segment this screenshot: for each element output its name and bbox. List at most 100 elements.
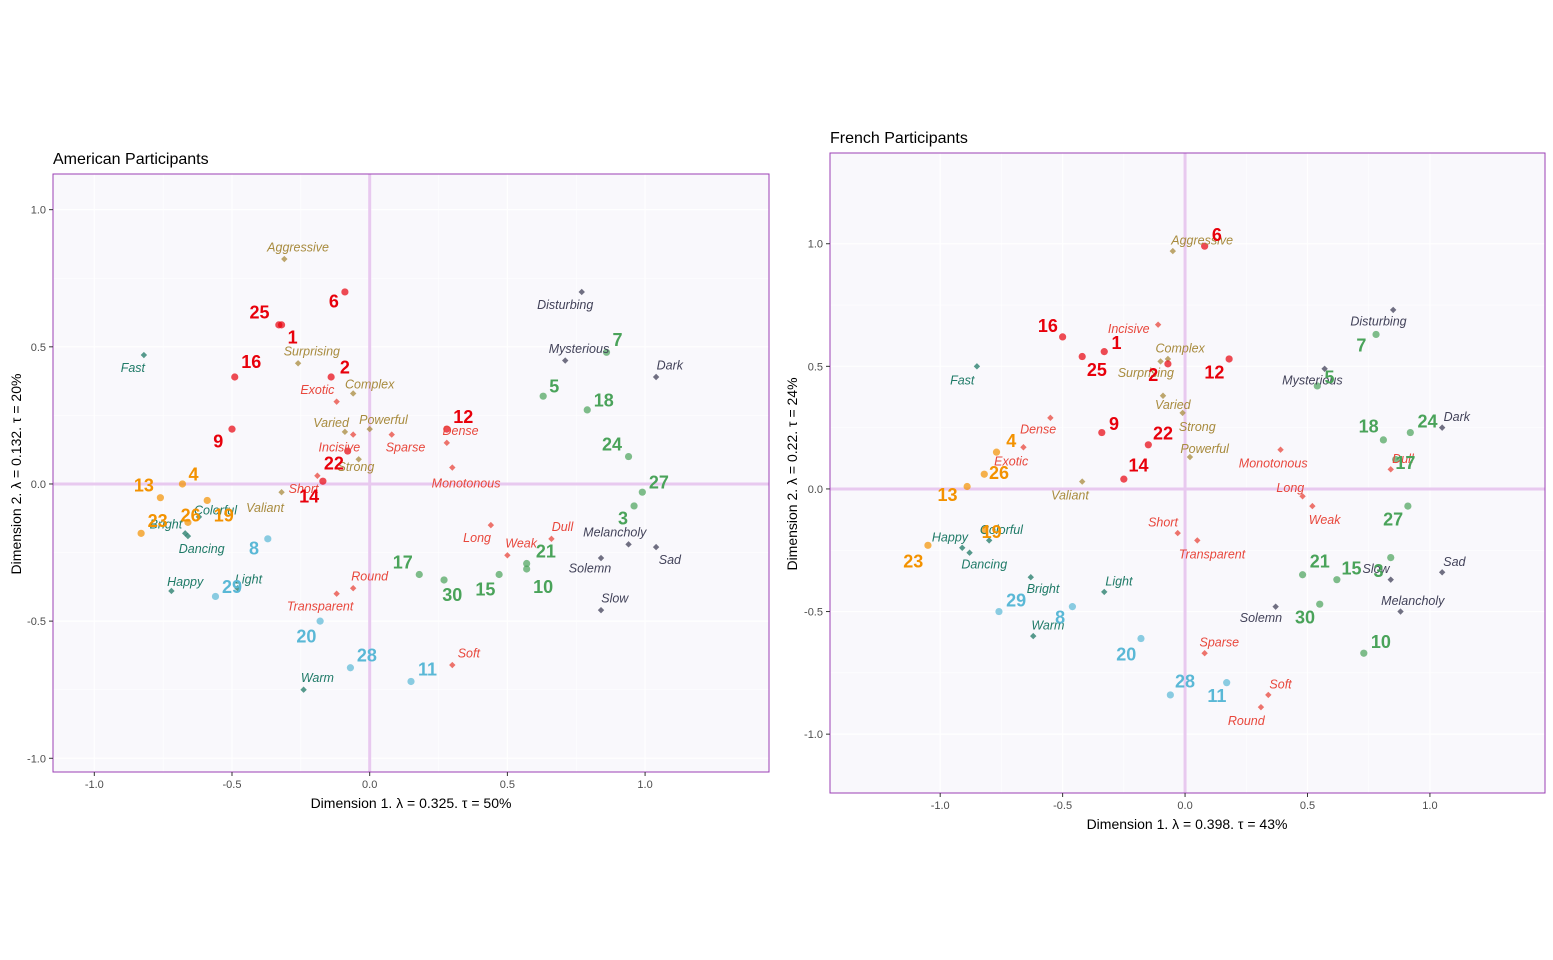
- participant-label: 18: [594, 390, 614, 410]
- participant-point: [415, 570, 423, 579]
- panel-title: French Participants: [830, 130, 968, 147]
- participant-label: 7: [613, 330, 623, 350]
- participant-label: 26: [989, 463, 1009, 483]
- adjective-point: [562, 357, 569, 364]
- adjective-point: [355, 456, 362, 463]
- participant-label: 2: [1148, 365, 1158, 385]
- adjective-label: Strong: [338, 460, 375, 474]
- adjective-point: [959, 544, 966, 551]
- participant-label: 16: [241, 352, 261, 372]
- adjective-label: Surprising: [1118, 366, 1174, 380]
- adjective-label: Exotic: [300, 383, 335, 397]
- x-tick-label: 0.5: [500, 779, 515, 791]
- adjective-label: Monotonous: [432, 476, 501, 490]
- y-tick-label: 1.0: [31, 205, 46, 217]
- adjective-point: [652, 543, 660, 551]
- participant-label: 9: [1109, 414, 1119, 434]
- participant-point: [440, 576, 448, 584]
- participant-point: [980, 527, 988, 535]
- participant-point: [231, 373, 239, 381]
- adjective-point: [278, 489, 285, 496]
- participant-point: [1298, 571, 1307, 579]
- adjective-label: Round: [1228, 714, 1266, 728]
- y-axis-title: Dimension 2. λ = 0.22. τ = 24%: [784, 377, 800, 570]
- adjective-label: Weak: [1309, 513, 1341, 527]
- adjective-label: Colorful: [194, 504, 238, 518]
- participant-point: [277, 321, 286, 329]
- participant-point: [1164, 360, 1172, 368]
- adjective-point: [333, 590, 340, 597]
- participant-label: 16: [1038, 316, 1058, 336]
- american-participants-plot: Aggressive Surprising Complex Varied Powerfu…: [8, 151, 770, 811]
- adjective-label: Surprising: [284, 345, 340, 359]
- panel-border: [829, 152, 1546, 794]
- panel-background: [830, 153, 1545, 793]
- participant-point: [602, 348, 611, 356]
- participant-point: [583, 406, 591, 414]
- adjective-point: [1438, 569, 1446, 576]
- y-tick-label: 0.5: [808, 361, 823, 373]
- adjective-point: [1179, 409, 1186, 417]
- adjective-point: [1438, 424, 1446, 431]
- participant-point: [203, 496, 211, 505]
- adjective-point: [487, 521, 495, 529]
- participant-point: [137, 529, 145, 537]
- participant-point: [539, 392, 547, 400]
- adjective-point: [1387, 466, 1394, 473]
- participant-point: [344, 447, 352, 455]
- x-tick-label: 0.5: [1300, 800, 1315, 812]
- participant-point: [346, 664, 355, 672]
- participant-label: 12: [1204, 362, 1224, 382]
- participant-label: 25: [1087, 360, 1107, 380]
- adjective-point: [1101, 588, 1108, 596]
- adjective-label: Sparse: [386, 441, 426, 455]
- participant-point: [327, 373, 335, 381]
- participant-point: [1223, 679, 1231, 687]
- adjective-point: [281, 255, 288, 263]
- adjective-point: [341, 428, 349, 436]
- participant-label: 10: [1371, 632, 1391, 652]
- x-axis-title: Dimension 1. λ = 0.325. τ = 50%: [311, 795, 512, 811]
- adjective-label: Powerful: [1180, 442, 1230, 456]
- participant-label: 5: [549, 377, 559, 397]
- adjective-point: [1299, 493, 1306, 500]
- participant-label: 23: [148, 511, 168, 531]
- adjective-label: Short: [1148, 516, 1178, 530]
- adjective-point: [1030, 632, 1037, 640]
- participant-label: 20: [1116, 644, 1136, 664]
- participant-label: 28: [357, 646, 377, 666]
- participant-point: [995, 607, 1003, 616]
- adjective-label: Sad: [1443, 555, 1466, 569]
- adjective-point: [140, 351, 148, 359]
- adjective-point: [1387, 576, 1394, 583]
- adjective-label: Warm: [301, 671, 334, 685]
- participant-label: 15: [475, 580, 495, 600]
- participant-label: 29: [222, 577, 242, 597]
- participant-label: 19: [214, 506, 234, 526]
- participant-label: 1: [288, 327, 298, 347]
- participant-point: [407, 677, 415, 686]
- participant-point: [523, 559, 531, 568]
- participant-point: [1313, 382, 1321, 390]
- participant-point: [211, 592, 220, 601]
- participant-label: 3: [618, 508, 628, 528]
- participant-label: 24: [1417, 411, 1437, 431]
- x-tick-label: -1.0: [931, 800, 950, 812]
- adjective-label: Light: [1105, 574, 1133, 588]
- adjective-label: Dull: [1392, 452, 1415, 466]
- participant-point: [178, 480, 187, 488]
- adjective-label: Monotonous: [1239, 457, 1308, 471]
- participant-label: 4: [188, 464, 198, 484]
- participant-label: 17: [1395, 453, 1415, 473]
- participant-label: 11: [1207, 686, 1226, 706]
- y-axis-title: Dimension 2. λ = 0.132. τ = 20%: [8, 374, 24, 575]
- adjective-label: Long: [1276, 481, 1304, 495]
- participant-label: 9: [213, 432, 223, 452]
- adjective-point: [314, 472, 321, 479]
- adjective-point: [1321, 365, 1328, 372]
- participant-point: [1225, 355, 1233, 363]
- adjective-label: Short: [289, 482, 319, 496]
- adjective-point: [195, 513, 203, 521]
- adjective-label: Weak: [505, 537, 537, 551]
- y-tick-label: 0.5: [31, 342, 46, 354]
